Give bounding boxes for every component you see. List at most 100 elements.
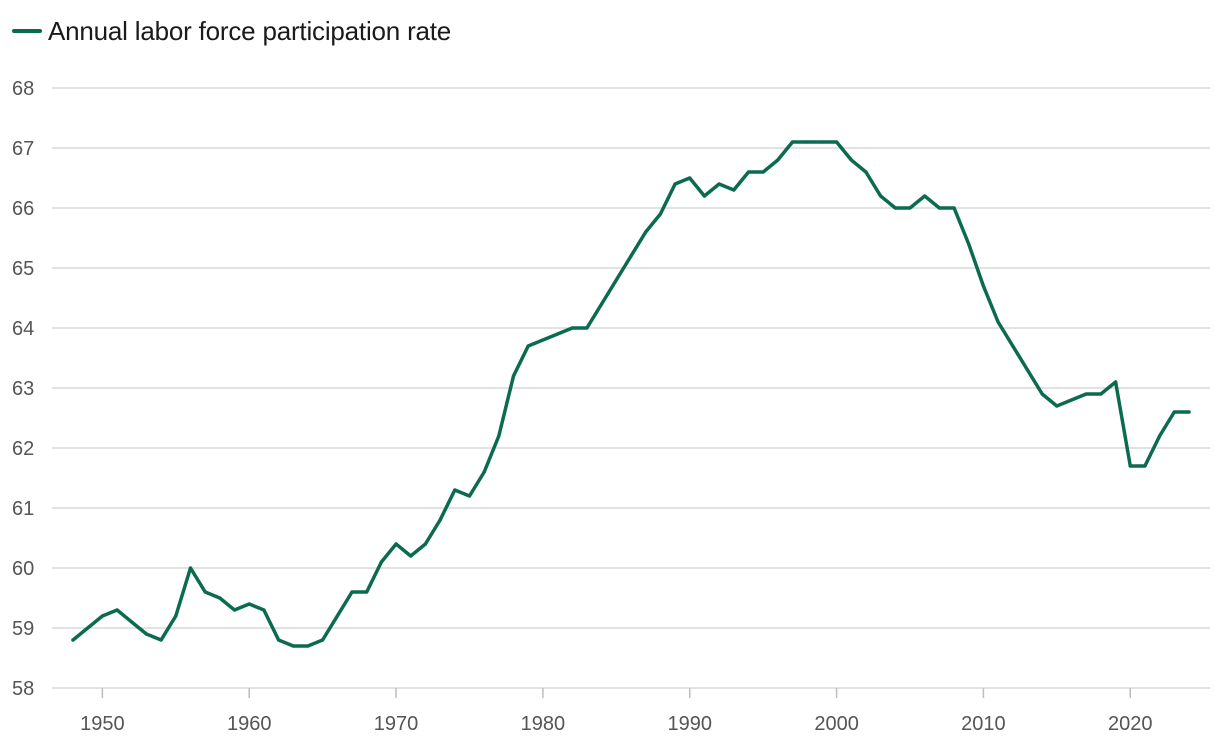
y-tick-label-64: 64 <box>12 318 34 340</box>
series-group <box>71 140 1191 648</box>
data-point-1953 <box>144 632 149 636</box>
data-point-1970 <box>394 542 398 546</box>
data-point-2002 <box>864 170 868 174</box>
data-point-2015 <box>1055 404 1059 408</box>
data-point-1992 <box>717 182 721 186</box>
data-point-2010 <box>981 284 986 288</box>
data-point-1997 <box>790 140 795 144</box>
y-tick-label-61: 61 <box>12 498 34 520</box>
x-tick-label-1990: 1990 <box>667 713 712 735</box>
y-tick-label-59: 59 <box>12 618 34 640</box>
data-point-2014 <box>1040 392 1044 396</box>
data-point-2020 <box>1128 464 1132 468</box>
y-tick-label-60: 60 <box>12 558 34 580</box>
data-point-1988 <box>658 212 662 216</box>
data-point-1949 <box>86 626 90 630</box>
data-point-1975 <box>467 494 472 498</box>
data-point-1965 <box>321 638 325 642</box>
data-point-2021 <box>1143 464 1147 468</box>
data-point-1956 <box>188 566 193 570</box>
data-point-1976 <box>482 470 486 474</box>
data-point-2011 <box>996 320 1000 324</box>
y-tick-label-58: 58 <box>12 678 34 700</box>
legend: Annual labor force participation rate <box>12 14 451 48</box>
data-point-1984 <box>600 302 604 306</box>
data-point-1981 <box>555 332 560 336</box>
data-point-1963 <box>291 644 295 648</box>
data-point-1993 <box>732 188 736 192</box>
x-tick-label-1970: 1970 <box>374 713 419 735</box>
data-point-1983 <box>585 326 589 330</box>
data-point-1968 <box>365 590 369 594</box>
data-point-1989 <box>673 182 677 186</box>
data-point-1985 <box>614 278 618 282</box>
x-tick-label-1950: 1950 <box>80 713 125 735</box>
data-point-1960 <box>247 602 251 606</box>
data-point-1954 <box>159 638 163 642</box>
x-tick-label-1960: 1960 <box>227 713 272 735</box>
data-point-1998 <box>805 140 809 144</box>
data-point-1991 <box>702 194 707 198</box>
x-tick-label-2000: 2000 <box>814 713 859 735</box>
data-point-1969 <box>379 560 383 564</box>
data-point-1958 <box>218 596 222 600</box>
data-point-1990 <box>688 176 692 180</box>
data-point-1996 <box>776 158 780 162</box>
data-point-1972 <box>423 542 428 546</box>
data-point-2009 <box>967 242 971 246</box>
data-point-1948 <box>71 638 75 642</box>
data-point-1986 <box>629 254 633 258</box>
data-point-1987 <box>644 230 648 234</box>
data-point-1982 <box>570 326 574 330</box>
x-tick-label-1980: 1980 <box>521 713 566 735</box>
data-point-1962 <box>276 638 281 642</box>
data-point-1967 <box>350 590 354 594</box>
data-point-1951 <box>115 608 119 612</box>
data-point-1978 <box>511 374 516 378</box>
data-point-1971 <box>409 554 413 558</box>
y-tick-label-68: 68 <box>12 78 34 100</box>
data-point-2024 <box>1187 410 1191 414</box>
data-point-1950 <box>100 614 104 618</box>
x-tick-label-2020: 2020 <box>1108 713 1153 735</box>
x-tick-label-2010: 2010 <box>961 713 1006 735</box>
y-tick-label-63: 63 <box>12 378 34 400</box>
data-point-1977 <box>497 434 501 438</box>
y-axis-tick-labels: 58 59 60 61 62 63 64 65 66 67 68 <box>12 78 34 700</box>
data-point-2007 <box>937 206 941 210</box>
data-point-1957 <box>203 590 207 594</box>
data-point-1955 <box>174 614 178 618</box>
data-point-2004 <box>893 206 897 210</box>
data-point-1974 <box>453 488 457 492</box>
data-point-2003 <box>879 194 883 198</box>
y-tick-label-62: 62 <box>12 438 34 460</box>
legend-swatch <box>12 29 42 33</box>
data-point-2005 <box>908 206 912 210</box>
data-point-1964 <box>306 644 310 648</box>
legend-label: Annual labor force participation rate <box>48 15 452 46</box>
data-point-2016 <box>1069 398 1074 402</box>
data-point-1952 <box>130 620 134 624</box>
data-point-2000 <box>834 140 839 144</box>
data-point-1959 <box>232 608 237 612</box>
y-tick-label-65: 65 <box>12 258 34 280</box>
series-line-0 <box>71 140 1191 648</box>
data-point-1995 <box>761 170 765 174</box>
data-point-1961 <box>262 608 266 612</box>
data-point-1966 <box>335 614 339 618</box>
data-point-2022 <box>1158 434 1162 438</box>
data-point-1973 <box>438 518 442 522</box>
data-point-2001 <box>849 158 853 162</box>
data-point-1980 <box>541 338 545 342</box>
data-point-1979 <box>526 344 530 348</box>
grid-lines <box>52 87 1210 689</box>
data-point-2013 <box>1025 368 1030 372</box>
y-tick-label-66: 66 <box>12 198 34 220</box>
data-point-2019 <box>1113 380 1118 384</box>
data-point-2012 <box>1011 344 1015 348</box>
data-point-1999 <box>820 140 824 144</box>
data-point-2006 <box>923 194 927 198</box>
data-point-1994 <box>746 170 751 174</box>
data-point-2008 <box>952 206 956 210</box>
